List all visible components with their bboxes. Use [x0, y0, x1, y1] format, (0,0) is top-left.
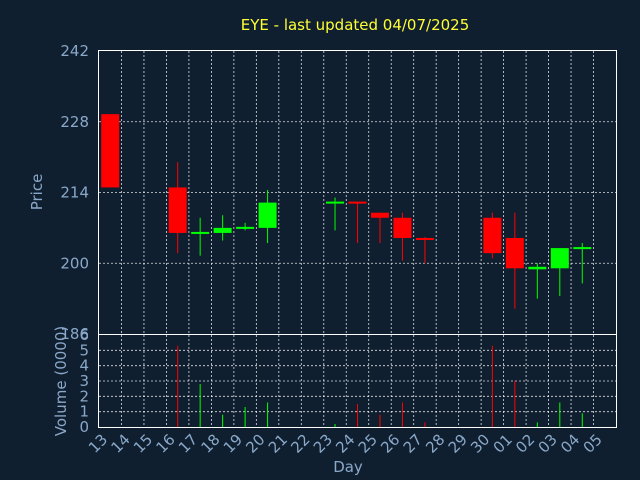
candle-body	[393, 217, 412, 238]
volume-tick-label: 0	[79, 418, 89, 436]
y-axis-label: Price	[28, 174, 46, 211]
price-tick-label: 228	[60, 113, 89, 131]
price-tick-label: 214	[60, 184, 89, 202]
candle-body	[573, 247, 592, 250]
price-axis-ticks: 186 200 214 228 242	[60, 42, 89, 343]
candle-body	[236, 226, 255, 229]
volume-tick-label: 2	[79, 387, 89, 405]
candle-body	[191, 231, 210, 234]
candle-body	[348, 201, 367, 204]
price-tick-label: 242	[60, 42, 89, 60]
candle-body	[101, 114, 120, 188]
candle-body	[370, 212, 389, 218]
volume-axis-label: Volume (0000)	[52, 326, 70, 436]
candle-body	[550, 248, 569, 269]
candle-body	[528, 266, 547, 270]
candle-body	[505, 237, 524, 269]
candle-body	[258, 202, 277, 228]
volume-tick-label: 1	[79, 403, 89, 421]
volume-tick-label: 3	[79, 372, 89, 390]
candle-body	[483, 217, 502, 254]
candle-body	[213, 227, 232, 233]
candle-body	[168, 187, 187, 233]
x-axis-label: Day	[333, 458, 363, 476]
x-axis-ticks: 1314151617181920212223242526272829300102…	[85, 431, 606, 457]
price-tick-label: 186	[60, 325, 89, 343]
chart-title: EYE - last updated 04/07/2025	[241, 16, 470, 34]
candle-body	[326, 201, 345, 204]
candle-body	[415, 237, 434, 240]
volume-grid	[99, 335, 616, 427]
volume-tick-label: 6	[79, 326, 89, 344]
price-tick-label: 200	[60, 254, 89, 272]
volume-tick-label: 4	[79, 357, 89, 375]
volume-tick-label: 5	[79, 341, 89, 359]
volume-plot-frame	[98, 334, 617, 428]
price-grid	[99, 51, 616, 334]
price-panel	[101, 114, 592, 309]
volume-panel	[177, 345, 583, 427]
x-tick-label: 05	[580, 431, 606, 457]
